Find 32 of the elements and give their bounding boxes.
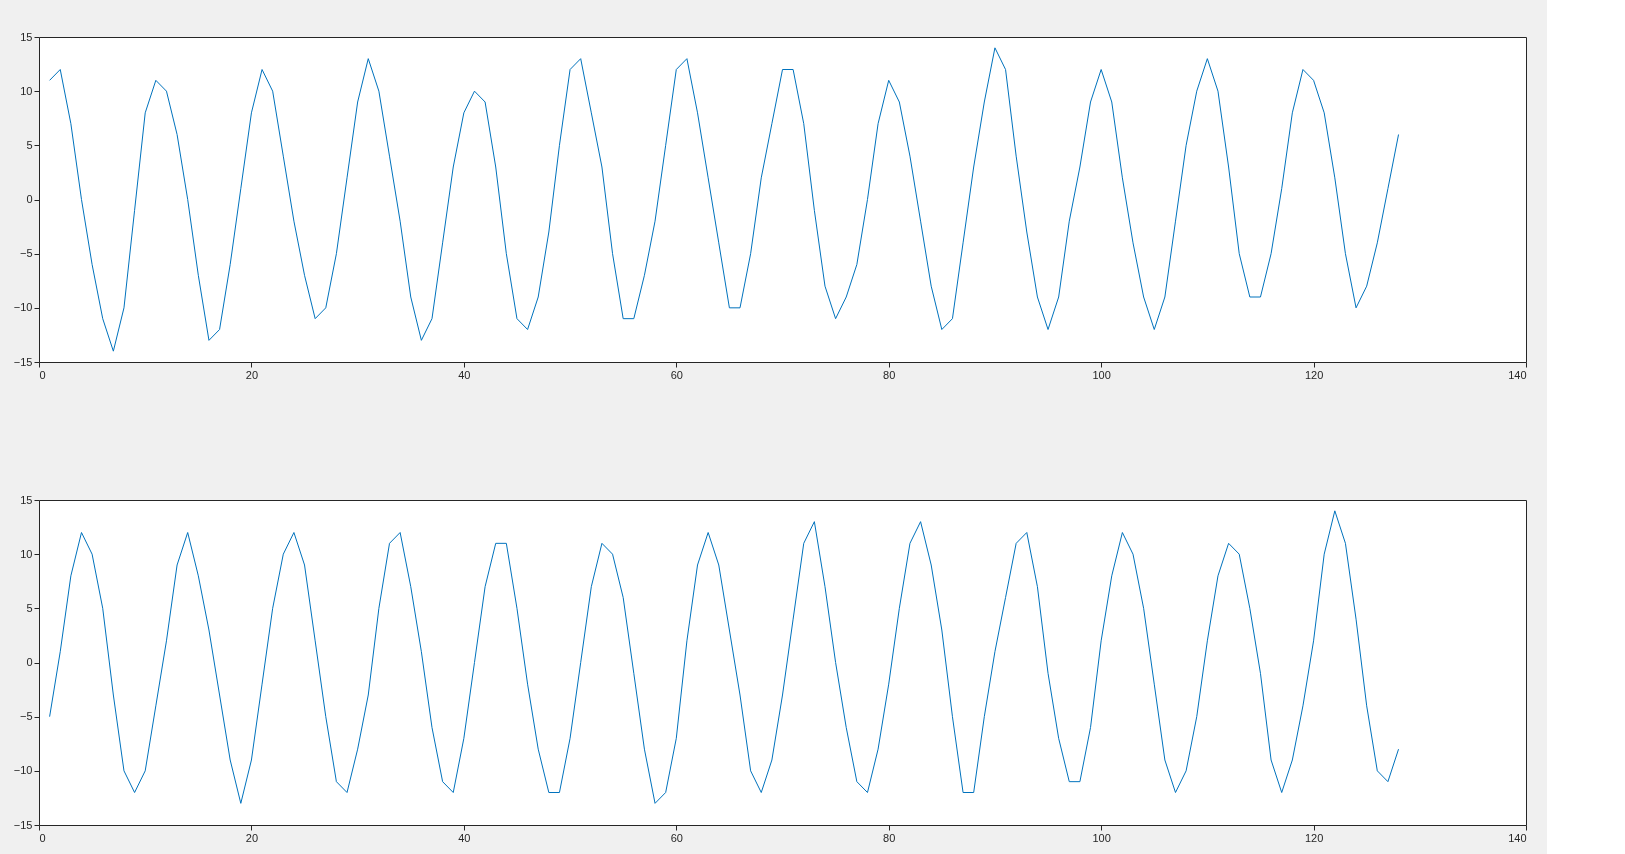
y-tick-label: 5: [26, 138, 33, 151]
x-tick-label: 100: [1092, 368, 1111, 381]
x-tick-label: 60: [670, 831, 683, 844]
x-tick-label: 120: [1304, 831, 1324, 844]
y-tick-label: 5: [26, 601, 33, 614]
y-tick-label: 0: [26, 193, 33, 205]
y-tick-label: −15: [13, 818, 33, 831]
y-tick-label: 10: [20, 547, 33, 560]
y-tick-label: 15: [20, 493, 33, 506]
y-tick-label: −5: [19, 247, 33, 260]
line-series: [49, 47, 1400, 352]
x-tick-label: 20: [245, 831, 259, 844]
y-tick-label: 15: [20, 30, 33, 43]
x-tick-label: 140: [1508, 831, 1527, 844]
x-tick-label: 120: [1304, 368, 1324, 381]
x-tick-label: 140: [1508, 368, 1527, 381]
x-tick-label: 60: [670, 368, 683, 381]
x-tick-label: 100: [1092, 831, 1111, 844]
x-tick-label: 80: [883, 831, 896, 844]
x-tick-label: 0: [39, 368, 46, 381]
y-tick-label: −15: [13, 355, 33, 368]
y-tick-label: −5: [19, 710, 33, 723]
y-tick-label: 0: [26, 656, 33, 668]
line-series: [49, 510, 1400, 804]
y-tick-label: −10: [13, 764, 33, 777]
x-tick-label: 20: [245, 368, 259, 381]
x-tick-label: 40: [458, 831, 471, 844]
x-tick-label: 80: [883, 368, 896, 381]
x-tick-label: 40: [458, 368, 471, 381]
x-tick-label: 0: [39, 831, 46, 844]
y-tick-label: 10: [20, 84, 33, 97]
y-tick-label: −10: [13, 301, 33, 314]
